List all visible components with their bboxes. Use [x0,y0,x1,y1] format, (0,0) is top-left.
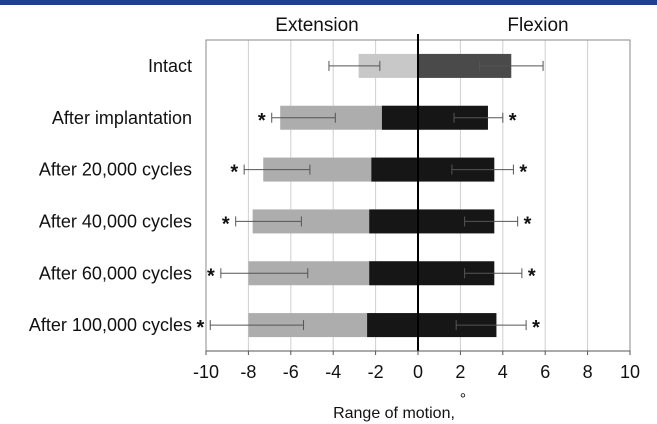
header-flexion: Flexion [507,15,568,36]
significance-star-flexion: * [519,162,527,184]
significance-star-flexion: * [532,317,540,339]
significance-star-extension: * [258,110,266,132]
significance-star-flexion: * [524,213,532,235]
category-label: After 20,000 cycles [39,160,192,180]
bar-extension-inner [369,261,418,286]
category-label: After 100,000 cycles [29,315,192,335]
significance-star-extension: * [207,265,215,287]
significance-star-extension: * [222,213,230,235]
bar-extension-inner [369,209,418,234]
bar-extension-inner [367,313,418,338]
x-axis-unit: ° [460,391,466,408]
bar-extension-inner [381,105,418,130]
x-tick-label: 8 [583,362,593,382]
bars [248,53,512,338]
x-tick-label: -2 [368,362,384,382]
x-tick-label: -8 [240,362,256,382]
x-tick-label: 6 [540,362,550,382]
bar-extension-inner [371,157,418,182]
significance-star-flexion: * [509,110,517,132]
category-label: After 60,000 cycles [39,263,192,283]
error-bars [209,60,544,331]
header-extension: Extension [275,15,358,36]
category-labels: Intact After implantation After 20,000 cyc… [29,56,192,335]
x-axis-label: Range of motion, [333,405,455,422]
plot-frame [205,34,631,352]
x-tick-labels: -10 -8 -6 -4 -2 0 2 4 6 8 10 [193,351,640,382]
top-accent-bar [0,0,657,5]
x-tick-label: 10 [620,362,640,382]
x-tick-label: -6 [283,362,299,382]
category-label: After implantation [52,108,192,128]
x-tick-label: 2 [455,362,465,382]
x-tick-label: -4 [325,362,341,382]
category-label: Intact [148,56,192,76]
gridlines [247,40,589,351]
significance-star-flexion: * [528,265,536,287]
significance-markers: * * * * * * * * * * [196,110,540,339]
x-tick-label: -10 [193,362,219,382]
x-tick-label: 0 [413,362,423,382]
x-tick-label: 4 [498,362,508,382]
significance-star-extension: * [196,317,204,339]
significance-star-extension: * [230,162,238,184]
category-label: After 40,000 cycles [39,211,192,231]
